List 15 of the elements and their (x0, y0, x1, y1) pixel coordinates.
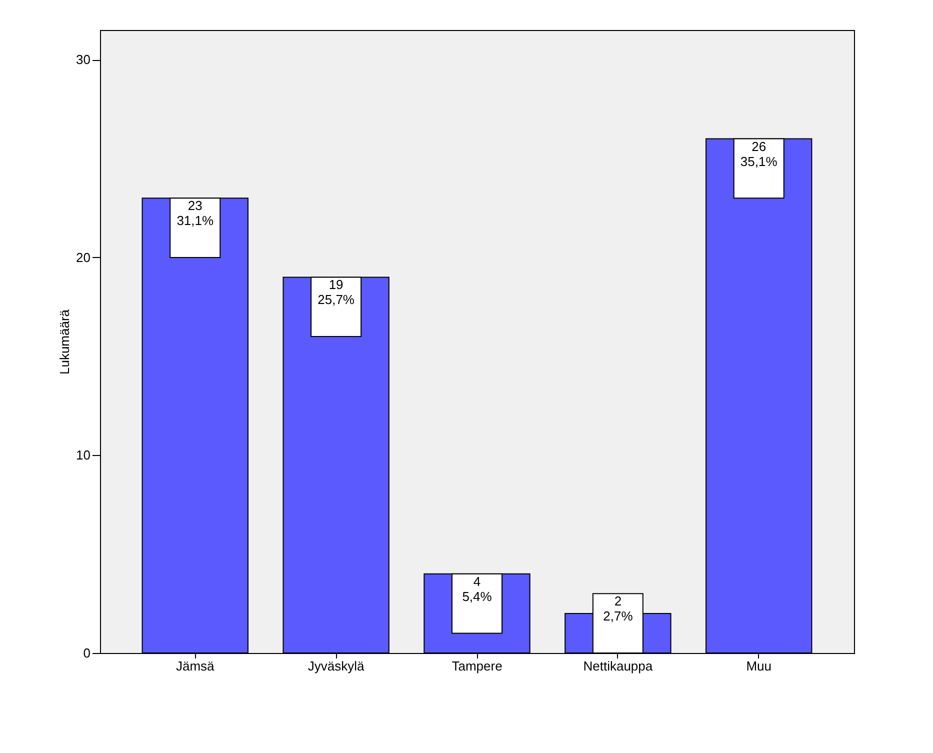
y-tick-label: 10 (76, 448, 90, 463)
x-tick-label: Muu (746, 658, 772, 674)
x-tick-label: Jyväskylä (308, 658, 366, 674)
x-tick-label: Nettikauppa (583, 658, 654, 674)
data-label: 2 2,7% (603, 594, 634, 624)
y-tick-label: 20 (76, 250, 90, 265)
y-tick-label: 30 (76, 52, 90, 68)
data-label: 26 35,1% (740, 138, 778, 169)
data-label: 4 5,4% (462, 574, 492, 604)
data-label: 23 31,1% (176, 198, 214, 228)
x-tick-label: Jämsä (176, 658, 216, 674)
y-tick-label: 0 (83, 646, 90, 660)
data-label: 19 25,7% (318, 277, 355, 308)
x-tick-label: Tampere (452, 658, 502, 674)
y-axis-title: Lukumäärä (57, 308, 72, 375)
